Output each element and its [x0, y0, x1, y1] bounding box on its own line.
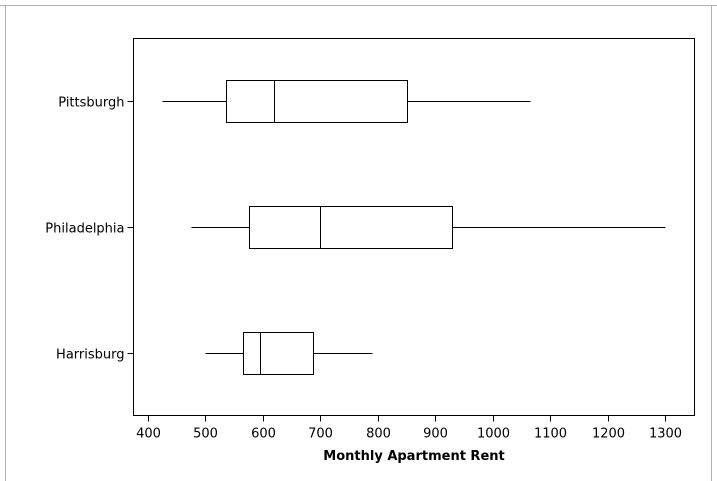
- x-tick-label: 700: [308, 427, 333, 442]
- category-label-harrisburg: Harrisburg: [56, 348, 124, 363]
- box-pittsburgh: [162, 80, 531, 123]
- interquartile-box: [226, 80, 408, 123]
- x-tick-label: 500: [193, 427, 218, 442]
- box-series: [162, 80, 666, 375]
- x-tick-label: 400: [136, 427, 161, 442]
- x-tick-label: 1000: [477, 427, 510, 442]
- box-philadelphia: [191, 206, 666, 249]
- category-label-philadelphia: Philadelphia: [45, 222, 124, 237]
- interquartile-box: [243, 332, 314, 375]
- interquartile-box: [249, 206, 453, 249]
- x-tick-label: 800: [366, 427, 391, 442]
- x-tick-label: 900: [423, 427, 448, 442]
- x-tick-label: 1300: [649, 427, 682, 442]
- x-axis-title: Monthly Apartment Rent: [323, 449, 504, 464]
- x-tick-label: 1100: [534, 427, 567, 442]
- x-axis-ticks: 400 500 600 700 800 900 1000 1100 1200 1300: [136, 415, 682, 442]
- x-tick-label: 1200: [592, 427, 625, 442]
- category-label-pittsburgh: Pittsburgh: [58, 96, 124, 111]
- x-tick-label: 600: [251, 427, 276, 442]
- box-harrisburg: [205, 332, 373, 375]
- y-axis-ticks: Pittsburgh Philadelphia Harrisburg: [45, 96, 134, 363]
